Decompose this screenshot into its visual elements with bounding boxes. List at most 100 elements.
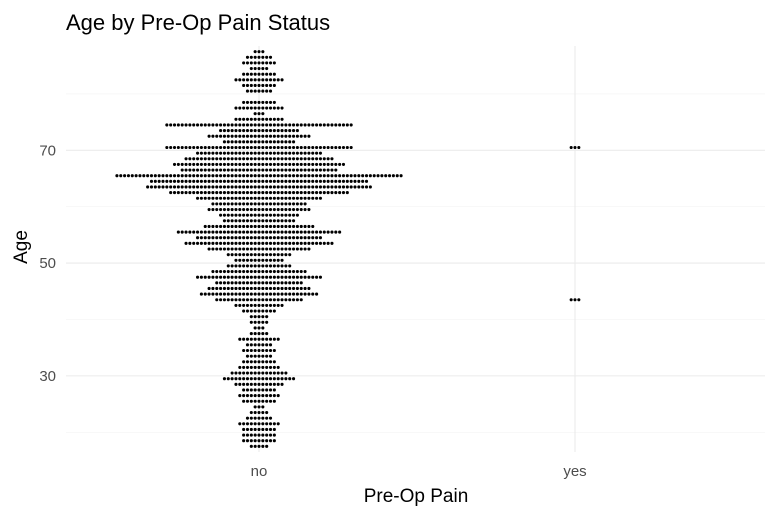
data-point [234,292,238,296]
data-point [295,230,299,234]
data-point [238,196,242,200]
data-point [226,207,230,212]
data-point [176,185,180,189]
data-point [238,377,242,381]
data-point [272,427,276,431]
data-point [261,298,265,302]
data-point [219,179,223,183]
data-point [234,258,238,262]
data-point [318,191,322,195]
data-point [242,202,246,206]
data-point [172,191,177,195]
data-point [242,337,246,341]
data-point [245,388,250,392]
data-point [192,174,196,178]
data-point [196,151,200,155]
data-point [196,275,200,279]
data-point [222,191,226,195]
data-point [245,399,250,403]
data-point [276,224,280,228]
data-point [257,151,261,155]
data-point [292,179,296,183]
data-point [192,168,196,172]
data-point [253,67,257,71]
data-point [253,354,257,358]
data-point [276,168,280,172]
data-point [253,444,257,448]
data-point [268,253,273,257]
data-point [288,286,292,291]
data-point [188,179,192,183]
data-point [203,168,207,172]
data-point [226,230,230,234]
data-point [226,174,230,178]
data-point [268,416,273,420]
data-point [284,151,288,155]
data-point [249,410,253,415]
data-point [253,315,257,319]
data-point [261,72,265,76]
data-point [180,179,184,183]
data-point [245,281,250,285]
data-point [261,343,265,347]
data-point [299,151,303,155]
data-point [234,78,238,82]
data-point [303,207,307,212]
data-point [265,179,269,183]
data-point [257,298,261,302]
data-point [268,151,273,155]
data-point [276,202,280,206]
data-point [268,360,273,364]
data-point [261,50,265,54]
data-point [338,191,342,195]
data-point [245,230,250,234]
data-point [330,162,334,166]
data-point [303,151,307,155]
data-point [276,292,280,296]
data-point [169,185,173,189]
data-point [265,196,269,200]
data-point [245,202,250,206]
data-point [249,106,253,110]
data-point [245,354,250,358]
data-point [245,422,250,426]
data-point [265,230,269,234]
data-point [245,371,250,375]
data-point [226,275,230,279]
data-point [207,185,211,189]
data-point [268,145,273,150]
data-point [380,174,384,178]
data-point [219,224,223,228]
data-point [272,337,276,341]
data-point [234,213,238,217]
data-point [315,123,319,127]
data-point [238,270,242,274]
data-point [230,241,234,245]
data-point [295,275,299,279]
data-point [249,123,253,127]
data-point [311,230,315,234]
data-point [234,106,238,110]
data-point [261,303,265,307]
data-point [249,281,253,285]
data-point [226,270,230,274]
data-point [276,157,280,161]
data-point [184,162,188,166]
data-point [196,162,200,166]
data-point [311,191,315,195]
data-point [280,224,284,228]
data-point [272,174,276,178]
data-point [207,292,211,296]
data-point [261,236,265,240]
data-point [242,439,246,443]
data-point [272,382,276,386]
data-point [322,123,326,127]
data-point [577,145,581,150]
data-point [288,224,292,228]
data-point [292,129,296,133]
data-point [272,388,276,392]
data-point [288,179,292,183]
data-point [172,174,177,178]
data-point [207,191,211,195]
data-point [265,145,269,150]
